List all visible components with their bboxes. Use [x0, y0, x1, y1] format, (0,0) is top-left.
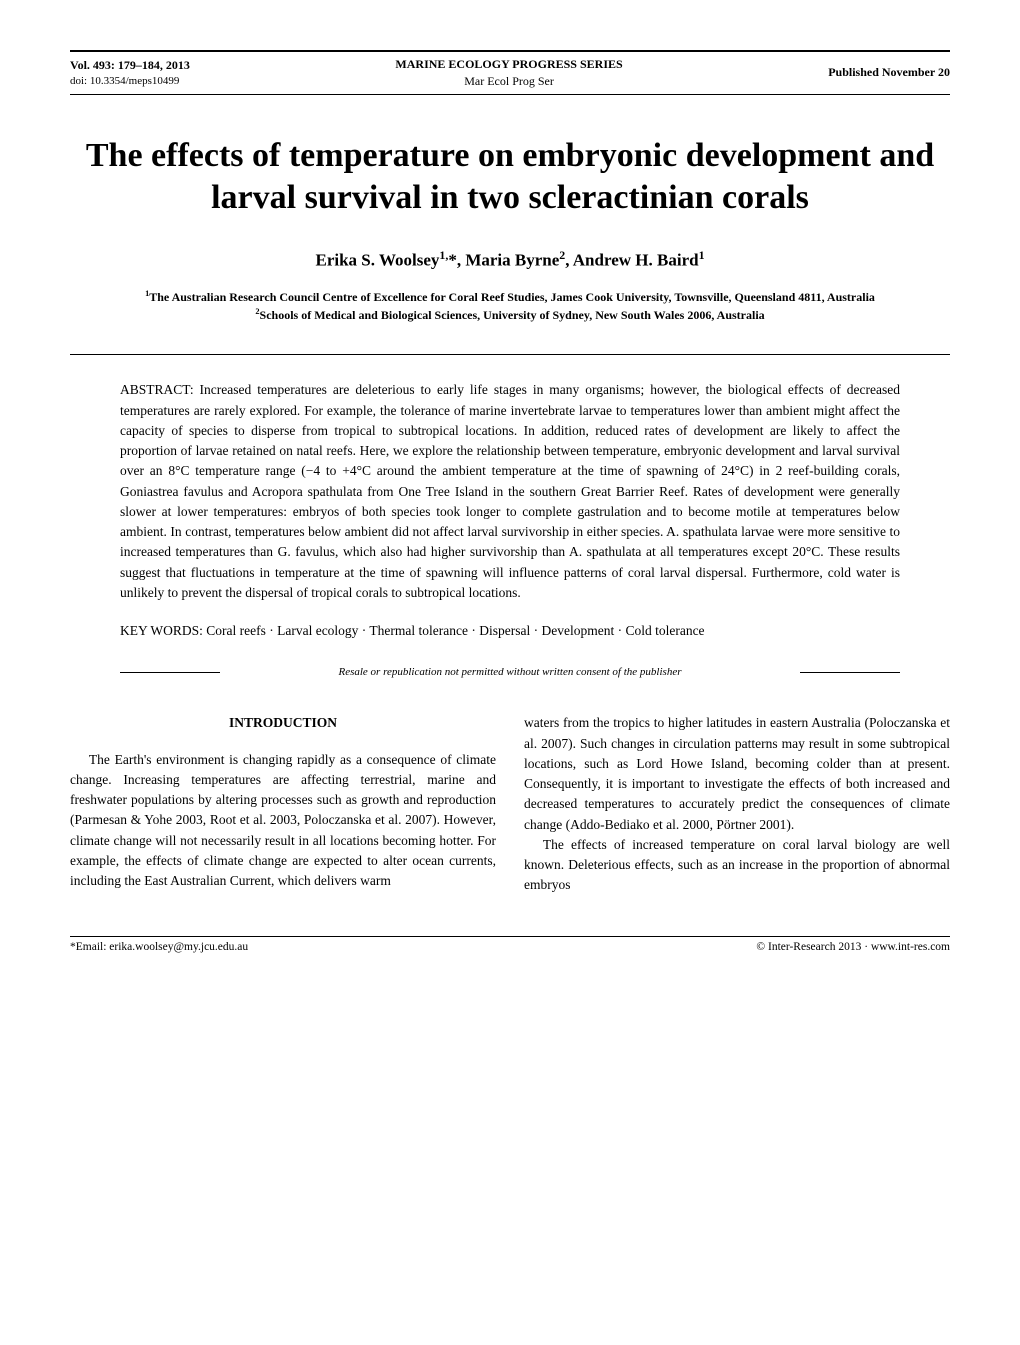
page-footer: *Email: erika.woolsey@my.jcu.edu.au © In…	[70, 936, 950, 953]
journal-name-full: MARINE ECOLOGY PROGRESS SERIES	[395, 56, 622, 73]
corresponding-email: *Email: erika.woolsey@my.jcu.edu.au	[70, 941, 248, 953]
journal-header: Vol. 493: 179–184, 2013 doi: 10.3354/mep…	[70, 50, 950, 95]
body-paragraph: waters from the tropics to higher latitu…	[524, 713, 950, 835]
column-right: waters from the tropics to higher latitu…	[524, 713, 950, 895]
abstract-text: ABSTRACT: Increased temperatures are del…	[120, 380, 900, 603]
body-paragraph: The effects of increased temperature on …	[524, 835, 950, 896]
resale-notice: Resale or republication not permitted wi…	[120, 666, 900, 678]
header-volume-block: Vol. 493: 179–184, 2013 doi: 10.3354/mep…	[70, 57, 190, 89]
volume-text: Vol. 493: 179–184, 2013	[70, 57, 190, 74]
article-title: The effects of temperature on embryonic …	[70, 135, 950, 220]
abstract-block: ABSTRACT: Increased temperatures are del…	[70, 380, 950, 641]
affiliation-1: 1The Australian Research Council Centre …	[100, 288, 920, 306]
header-journal-block: MARINE ECOLOGY PROGRESS SERIES Mar Ecol …	[395, 56, 622, 90]
affiliation-2: 2Schools of Medical and Biological Scien…	[100, 306, 920, 324]
authors-line: Erika S. Woolsey1,*, Maria Byrne2, Andre…	[70, 248, 950, 271]
published-date: Published November 20	[828, 65, 950, 80]
copyright-text: © Inter-Research 2013 · www.int-res.com	[756, 941, 950, 953]
body-paragraph: The Earth's environment is changing rapi…	[70, 750, 496, 892]
section-heading-introduction: INTRODUCTION	[70, 713, 496, 733]
journal-name-short: Mar Ecol Prog Ser	[395, 73, 622, 90]
body-columns: INTRODUCTION The Earth's environment is …	[70, 713, 950, 895]
doi-text: doi: 10.3354/meps10499	[70, 74, 190, 89]
column-left: INTRODUCTION The Earth's environment is …	[70, 713, 496, 895]
horizontal-rule-top	[70, 354, 950, 355]
affiliations-block: 1The Australian Research Council Centre …	[70, 288, 950, 324]
keywords-text: KEY WORDS: Coral reefs · Larval ecology …	[120, 621, 900, 641]
